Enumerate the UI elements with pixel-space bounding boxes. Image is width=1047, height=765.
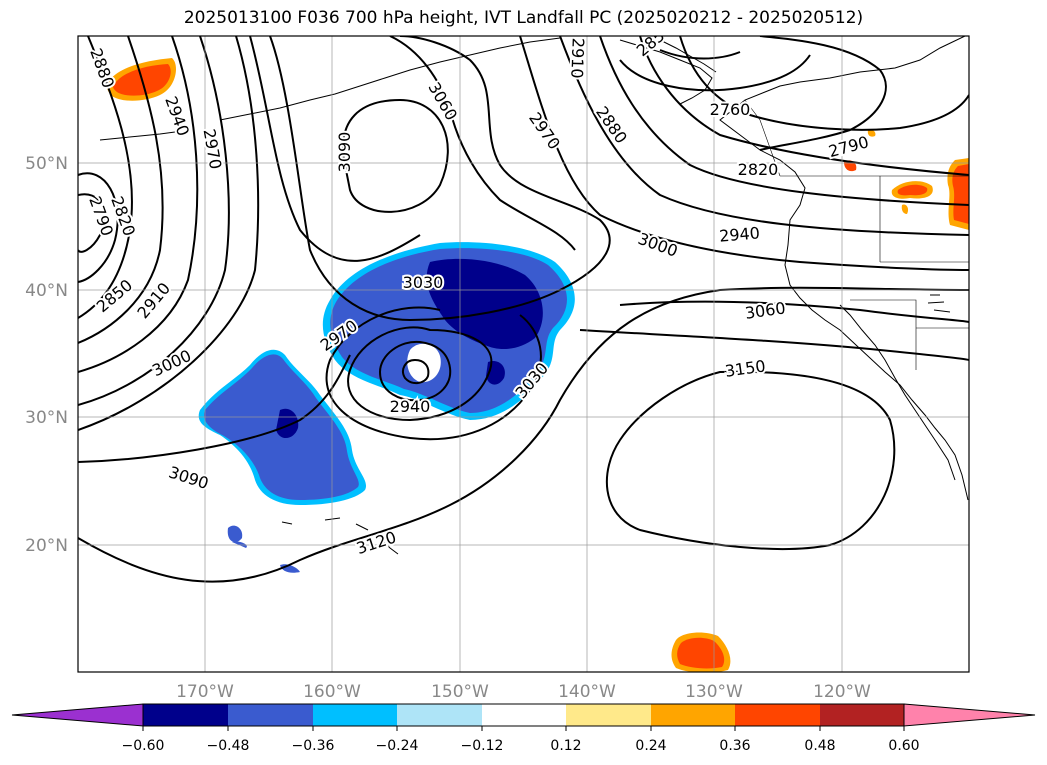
colorbar: −0.60 −0.48 −0.36 −0.24 −0.12 0.12 0.24 …: [11, 703, 1036, 754]
colorbar-tick-label: −0.24: [376, 738, 419, 754]
lon-label: 140°W: [558, 682, 616, 702]
contour-label: 3030: [403, 273, 444, 292]
longitude-labels: 170°W 160°W 150°W 140°W 130°W 120°W: [176, 682, 871, 702]
colorbar-segment: [313, 704, 397, 726]
lon-label: 130°W: [685, 682, 743, 702]
colorbar-segment: [566, 704, 651, 726]
lat-label: 20°N: [25, 536, 68, 556]
map-title: 2025013100 F036 700 hPa height, IVT Land…: [183, 8, 864, 28]
colorbar-tick-label: 0.60: [888, 738, 919, 754]
colorbar-extend-high: [903, 703, 1036, 727]
graticule: [78, 36, 969, 672]
colorbar-tick-label: 0.12: [550, 738, 581, 754]
ivt-positive-region-south: [671, 632, 731, 672]
colorbar-frame: [142, 703, 905, 727]
lon-label: 160°W: [303, 682, 361, 702]
colorbar-tick-label: −0.48: [207, 738, 250, 754]
height-contours: [78, 36, 969, 583]
colorbar-tick-label: −0.60: [122, 738, 165, 754]
colorbar-tick-label: 0.24: [635, 738, 666, 754]
lat-label: 40°N: [25, 281, 68, 301]
contour-label: 2910: [567, 38, 587, 79]
colorbar-tick-label: 0.48: [804, 738, 835, 754]
colorbar-segment: [143, 704, 228, 726]
colorbar-tick-label: 0.36: [719, 738, 750, 754]
lat-label: 30°N: [25, 408, 68, 428]
colorbar-segment: [482, 704, 566, 726]
lon-label: 170°W: [176, 682, 234, 702]
colorbar-segment: [820, 704, 904, 726]
latitude-labels: 50°N 40°N 30°N 20°N: [25, 154, 68, 556]
colorbar-tick-label: −0.12: [461, 738, 504, 754]
colorbar-segment: [735, 704, 820, 726]
contour-label: 2820: [738, 160, 779, 179]
contour-label: 2760: [710, 100, 751, 119]
contour-label: 2940: [390, 397, 431, 416]
map-frame: [77, 35, 970, 673]
coastlines: [99, 36, 969, 555]
contour-label: 2940: [718, 223, 760, 245]
political-borders: [744, 99, 969, 370]
colorbar-segment: [228, 704, 313, 726]
colorbar-segment: [651, 704, 735, 726]
lat-label: 50°N: [25, 154, 68, 174]
contour-label: 3090: [335, 132, 354, 173]
colorbar-ticks: [142, 726, 905, 731]
lon-label: 150°W: [431, 682, 489, 702]
colorbar-segment: [397, 704, 482, 726]
lon-label: 120°W: [813, 682, 871, 702]
colorbar-extend-low: [11, 703, 144, 727]
colorbar-tick-label: −0.36: [292, 738, 335, 754]
